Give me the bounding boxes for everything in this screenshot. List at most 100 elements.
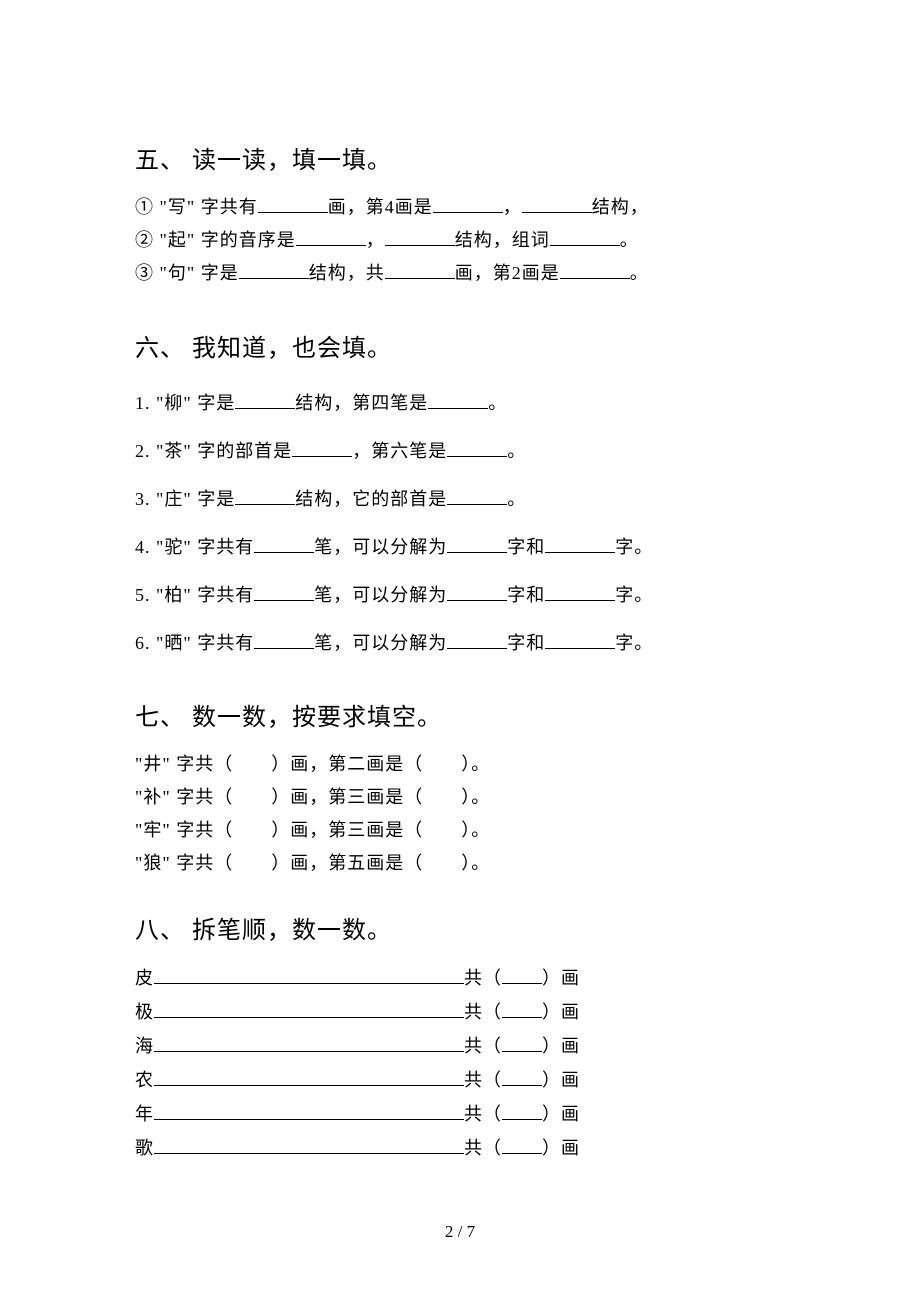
text: ， — [503, 197, 522, 217]
section-6-title: 六、 我知道，也会填。 — [135, 328, 785, 363]
s8-row: 农 共（ ）画 — [135, 1063, 785, 1097]
blank — [254, 630, 314, 649]
text: ）画 — [542, 1036, 580, 1056]
text: 笔，可以分解为 — [314, 585, 447, 605]
text: 。 — [507, 489, 526, 509]
text: ）画 — [542, 1002, 580, 1022]
text: ）画 — [542, 968, 580, 988]
text: ，第六笔是 — [352, 441, 447, 461]
s8-row: 歌 共（ ）画 — [135, 1131, 785, 1165]
blank — [296, 227, 366, 246]
section-7-title: 七、 数一数，按要求填空。 — [135, 697, 785, 732]
text: 字。 — [615, 633, 653, 653]
blank — [154, 999, 464, 1018]
blank — [550, 227, 620, 246]
char: 海 — [135, 1036, 154, 1056]
s8-row: 海 共（ ）画 — [135, 1029, 785, 1063]
blank — [428, 390, 488, 409]
blank — [385, 260, 455, 279]
s6-q5: 5. "柏" 字共有 笔，可以分解为 字和 字。 — [135, 571, 785, 619]
blank — [502, 1067, 542, 1086]
blank — [254, 582, 314, 601]
s7-r1: "井" 字共（ ）画，第二画是（ ）。 — [135, 748, 785, 781]
s6-q3: 3. "庄" 字是 结构，它的部首是 。 — [135, 475, 785, 523]
char: 歌 — [135, 1138, 154, 1158]
text: 。 — [507, 441, 526, 461]
text: 结构， — [592, 197, 649, 217]
text: 共（ — [464, 968, 502, 988]
text: 笔，可以分解为 — [314, 537, 447, 557]
s7-r2: "补" 字共（ ）画，第三画是（ ）。 — [135, 781, 785, 814]
text: 字和 — [507, 537, 545, 557]
text: 字和 — [507, 585, 545, 605]
char: 皮 — [135, 968, 154, 988]
text: 共（ — [464, 1036, 502, 1056]
blank — [545, 630, 615, 649]
text: 共（ — [464, 1104, 502, 1124]
s5-q2: ② "起" 字的音序是 ， 结构，组词 。 — [135, 224, 785, 257]
text: 结构，组词 — [455, 230, 550, 250]
blank — [385, 227, 455, 246]
text: 共（ — [464, 1002, 502, 1022]
blank — [545, 582, 615, 601]
page-number: 2 / 7 — [0, 1222, 920, 1242]
blank — [254, 534, 314, 553]
blank — [502, 1135, 542, 1154]
text: ① "写" 字共有 — [135, 197, 258, 217]
s8-row: 极 共（ ）画 — [135, 995, 785, 1029]
text: 笔，可以分解为 — [314, 633, 447, 653]
blank — [258, 194, 328, 213]
s7-r3: "牢" 字共（ ）画，第三画是（ ）。 — [135, 814, 785, 847]
s5-q3: ③ "句" 字是结构，共画，第2画是。 — [135, 257, 785, 290]
s6-q6: 6. "晒" 字共有 笔，可以分解为 字和 字。 — [135, 619, 785, 667]
blank — [447, 582, 507, 601]
blank — [545, 534, 615, 553]
text: 3. "庄" 字是 — [135, 489, 235, 509]
text: 6. "晒" 字共有 — [135, 633, 254, 653]
blank — [502, 1033, 542, 1052]
char: 农 — [135, 1070, 154, 1090]
s8-row: 皮 共（ ）画 — [135, 961, 785, 995]
blank — [235, 390, 295, 409]
text: 5. "柏" 字共有 — [135, 585, 254, 605]
text: 结构，它的部首是 — [295, 489, 447, 509]
text: 1. "柳" 字是 — [135, 393, 235, 413]
s7-r4: "狼" 字共（ ）画，第五画是（ ）。 — [135, 847, 785, 880]
text: 字。 — [615, 585, 653, 605]
text: 字和 — [507, 633, 545, 653]
text: ③ "句" 字是 — [135, 263, 239, 283]
blank — [235, 486, 295, 505]
text: ② "起" 字的音序是 — [135, 230, 296, 250]
text: ）画 — [542, 1104, 580, 1124]
text: 4. "驼" 字共有 — [135, 537, 254, 557]
text: 共（ — [464, 1070, 502, 1090]
section-8-title: 八、 拆笔顺，数一数。 — [135, 910, 785, 945]
blank — [292, 438, 352, 457]
text: ）画 — [542, 1138, 580, 1158]
blank — [447, 534, 507, 553]
text: 。 — [630, 263, 649, 283]
text: ， — [366, 230, 385, 250]
blank — [154, 1067, 464, 1086]
blank — [433, 194, 503, 213]
text: 。 — [620, 230, 639, 250]
blank — [502, 1101, 542, 1120]
text: 共（ — [464, 1138, 502, 1158]
char: 年 — [135, 1104, 154, 1124]
s6-q4: 4. "驼" 字共有 笔，可以分解为 字和 字。 — [135, 523, 785, 571]
blank — [154, 965, 464, 984]
blank — [447, 486, 507, 505]
s6-q1: 1. "柳" 字是结构，第四笔是。 — [135, 379, 785, 427]
char: 极 — [135, 1002, 154, 1022]
blank — [560, 260, 630, 279]
text: ）画 — [542, 1070, 580, 1090]
text: 字。 — [615, 537, 653, 557]
blank — [502, 965, 542, 984]
text: 2. "茶" 字的部首是 — [135, 441, 292, 461]
text: 画，第4画是 — [328, 197, 433, 217]
blank — [154, 1135, 464, 1154]
blank — [502, 999, 542, 1018]
s5-q1: ① "写" 字共有 画，第4画是 ， 结构， — [135, 191, 785, 224]
blank — [154, 1033, 464, 1052]
section-5-title: 五、 读一读，填一填。 — [135, 140, 785, 175]
